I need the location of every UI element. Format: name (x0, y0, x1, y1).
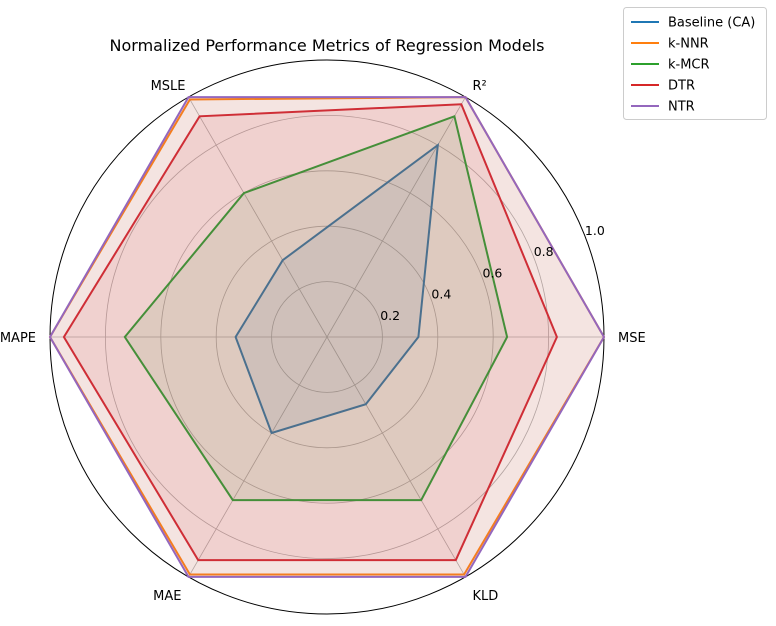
axis-label: MAPE (0, 331, 36, 346)
radial-gridline (326, 336, 466, 578)
series-fill (50, 97, 604, 575)
radial-gridline (326, 96, 466, 338)
series-line (123, 114, 509, 502)
series-fill (63, 104, 557, 561)
axis-label: R² (473, 79, 487, 94)
radial-gridline (188, 96, 328, 338)
radial-tick-label: 0.8 (534, 244, 554, 259)
axis-label: MSLE (151, 79, 186, 94)
radial-gridline (188, 336, 328, 578)
series-fill (124, 116, 508, 501)
series-fill (235, 145, 438, 433)
legend-label: NTR (668, 100, 695, 115)
legend-label: k-NNR (668, 37, 709, 52)
radial-tick-label: 0.4 (431, 287, 451, 302)
radial-tick-label: 0.2 (380, 308, 400, 323)
legend-label: k-MCR (668, 58, 710, 73)
legend-label: Baseline (CA) (668, 16, 755, 31)
circle-gridline (271, 281, 383, 393)
series-line (234, 142, 440, 435)
axis-label: KLD (473, 589, 499, 604)
circle-gridline (160, 170, 494, 504)
circle-gridline (104, 114, 550, 560)
series-line (62, 103, 558, 562)
radar-labels: 0.2 0.4 0.6 0.8 1.0 MSE R² MSLE MAPE MAE KLD (0, 79, 646, 604)
series-line (48, 96, 606, 578)
chart-title: Normalized Performance Metrics of Regres… (110, 36, 545, 55)
radial-tick-label: 0.6 (483, 265, 503, 280)
legend: Baseline (CA) k-NNR k-MCR DTR NTR (623, 7, 767, 120)
axis-label: MAE (153, 589, 181, 604)
series-fill (50, 97, 604, 577)
radar-series (48, 96, 606, 578)
radial-tick-label: 1.0 (585, 223, 605, 238)
legend-box (623, 7, 767, 120)
legend-label: DTR (668, 79, 695, 94)
axis-label: MSE (618, 331, 646, 346)
